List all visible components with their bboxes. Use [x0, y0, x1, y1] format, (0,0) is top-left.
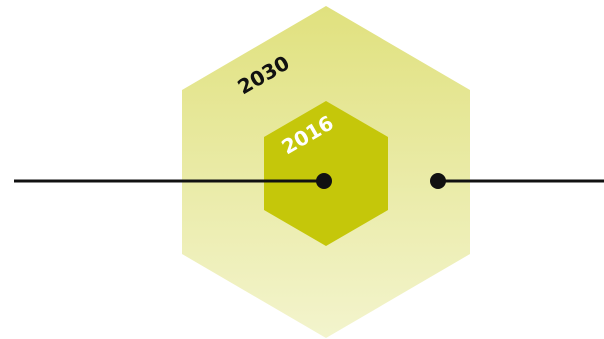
- outer-endpoint-dot: [430, 173, 446, 189]
- inner-endpoint-dot: [316, 173, 332, 189]
